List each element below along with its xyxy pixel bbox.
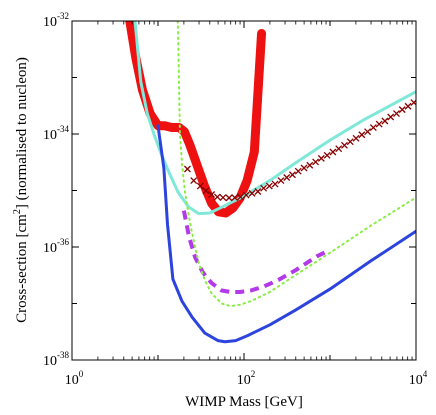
series-5-cross-marker — [335, 145, 343, 153]
y-tick-label-base: 10 — [43, 128, 57, 143]
series-5-cross-marker — [387, 113, 395, 121]
series-5-cross-marker — [202, 187, 210, 195]
series-5-cross-marker — [312, 158, 320, 166]
series-1-line — [133, 21, 416, 216]
series-5-cross-marker — [393, 110, 400, 118]
series-2-line — [156, 124, 416, 344]
y-axis-label-main: Cross-section [cm — [14, 214, 30, 323]
y-tick-label-exponent: -32 — [57, 11, 69, 21]
series-5-cross-marker — [364, 128, 372, 136]
series-5-cross-marker — [294, 167, 302, 175]
y-tick-label-exponent: -34 — [57, 124, 69, 134]
series-5-cross-marker — [369, 124, 377, 132]
series-5-cross-marker — [265, 182, 273, 190]
series-3-line — [181, 210, 331, 294]
y-axis-label-superscript: 2 — [12, 209, 23, 214]
series-5-cross-marker — [306, 161, 314, 169]
y-tick-label: 10-34 — [43, 124, 69, 143]
y-tick-label-base: 10 — [43, 241, 57, 256]
series-5-cross-marker — [254, 188, 262, 195]
y-tick-label-exponent: -36 — [57, 237, 69, 247]
x-tick-label: 104 — [409, 369, 428, 388]
series-5-cross-marker — [260, 184, 268, 192]
series-5-cross-marker — [358, 131, 366, 139]
y-axis-label-rest: ] (normalised to nucleon) — [14, 57, 30, 209]
x-tick-label-exponent: 2 — [251, 369, 256, 379]
series-5-cross-marker — [231, 194, 239, 202]
series-5-cross-marker — [213, 193, 221, 201]
series-5-cross-marker — [352, 134, 360, 142]
series-layer — [125, 21, 416, 344]
series-5-cross-marker — [208, 191, 216, 198]
series-5-cross-marker — [190, 177, 198, 185]
series-5-cross-marker — [225, 194, 233, 202]
series-5-cross-marker — [381, 117, 389, 125]
y-tick-label-base: 10 — [43, 354, 57, 369]
series-5-cross-marker — [242, 191, 250, 199]
series-5-cross-marker — [317, 154, 325, 162]
series-5-cross-marker — [329, 148, 337, 156]
series-5-cross-marker — [404, 102, 412, 110]
x-tick-label-base: 10 — [409, 373, 423, 388]
y-tick-label-base: 10 — [43, 15, 57, 30]
x-axis-label: WIMP Mass [GeV] — [185, 394, 303, 410]
y-tick-label: 10-32 — [43, 11, 69, 30]
x-tick-label-base: 10 — [237, 373, 251, 388]
x-tick-label: 100 — [65, 369, 84, 388]
series-5-cross-marker — [300, 164, 308, 172]
y-tick-label: 10-38 — [43, 350, 69, 369]
x-tick-label-exponent: 0 — [79, 369, 84, 379]
series-5-cross-marker — [375, 120, 383, 128]
series-4-line — [176, 21, 416, 308]
x-tick-label: 102 — [237, 369, 256, 388]
series-5-cross-marker — [323, 151, 331, 159]
series-5-cross-marker — [288, 171, 296, 179]
series-5-cross-marker — [183, 165, 191, 173]
series-5-cross-marker — [283, 174, 291, 181]
series-5-cross-marker — [196, 182, 204, 190]
x-tick-label-exponent: 4 — [423, 369, 428, 379]
series-5-cross-marker — [219, 194, 227, 202]
series-5-cross-marker — [277, 177, 285, 185]
series-5-cross-marker — [248, 189, 256, 197]
series-5-cross-marker — [271, 180, 279, 188]
series-5-cross-marker — [346, 138, 354, 146]
y-axis-label: Cross-section [cm2] (normalised to nucle… — [12, 57, 30, 323]
y-tick-label: 10-36 — [43, 237, 69, 256]
series-5-cross-marker — [237, 193, 244, 201]
series-5-cross-marker — [398, 106, 406, 114]
x-tick-label-base: 10 — [65, 373, 79, 388]
y-tick-label-exponent: -38 — [57, 350, 69, 360]
series-5-cross-marker — [341, 141, 348, 149]
